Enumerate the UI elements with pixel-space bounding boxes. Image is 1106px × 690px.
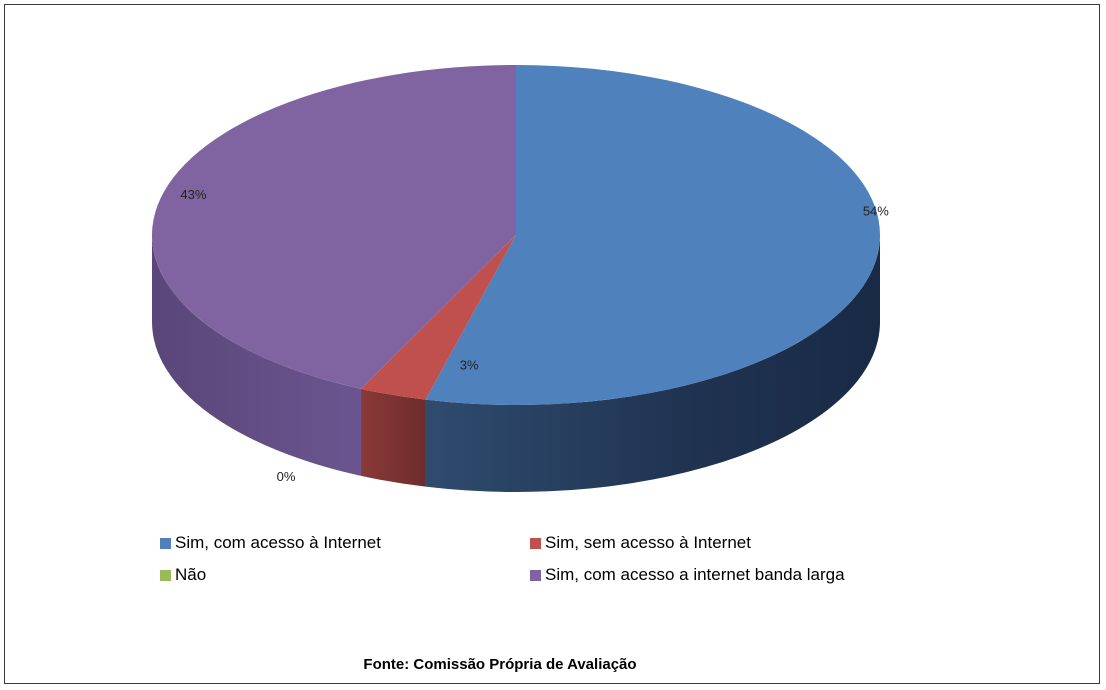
legend-swatch (530, 537, 541, 549)
legend-label: Não (175, 565, 207, 584)
pie-slice (425, 65, 880, 405)
chart-legend: Sim, com acesso à Internet Sim, sem aces… (160, 532, 920, 586)
legend-item: Não (160, 564, 530, 586)
legend-label: Sim, com acesso a internet banda larga (545, 565, 845, 584)
source-caption: Fonte: Comissão Própria de Avaliação (363, 656, 637, 673)
legend-item: Sim, com acesso à Internet (160, 532, 530, 554)
pie-slice-side (152, 235, 362, 476)
legend-swatch (160, 569, 171, 581)
pie-slice (152, 65, 516, 389)
pie-slice (361, 235, 516, 400)
legend-swatch (530, 569, 541, 581)
pie-slice-side (425, 235, 880, 493)
data-label: 54% (863, 203, 889, 218)
legend-label: Sim, com acesso à Internet (175, 533, 381, 552)
pie-slice-side (361, 388, 426, 487)
data-label: 0% (277, 469, 296, 484)
legend-label: Sim, sem acesso à Internet (545, 533, 751, 552)
legend-swatch (160, 537, 171, 549)
data-label: 43% (180, 187, 206, 202)
data-label: 3% (460, 357, 479, 372)
legend-item: Sim, sem acesso à Internet (530, 532, 920, 554)
legend-item: Sim, com acesso a internet banda larga (530, 564, 920, 586)
